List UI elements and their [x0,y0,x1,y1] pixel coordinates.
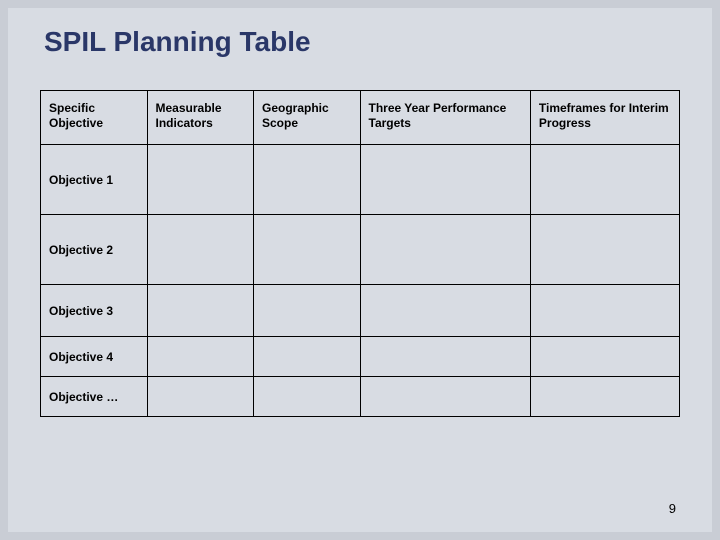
planning-table-container: Specific Objective Measurable Indicators… [40,90,680,417]
slide-title: SPIL Planning Table [44,26,311,58]
cell [360,285,530,337]
planning-table: Specific Objective Measurable Indicators… [40,90,680,417]
cell [360,215,530,285]
row-label: Objective 3 [41,285,148,337]
cell [530,145,679,215]
table-row: Objective 3 [41,285,680,337]
header-cell-3: Three Year Performance Targets [360,91,530,145]
cell [254,285,361,337]
cell [254,215,361,285]
cell [360,337,530,377]
cell [147,377,254,417]
row-label: Objective 1 [41,145,148,215]
table-row: Objective 2 [41,215,680,285]
cell [530,285,679,337]
cell [360,145,530,215]
cell [254,145,361,215]
cell [147,337,254,377]
cell [147,285,254,337]
slide: SPIL Planning Table Specific Objective M… [8,8,712,532]
row-label: Objective … [41,377,148,417]
table-body: Objective 1 Objective 2 Objective 3 [41,145,680,417]
page-number: 9 [669,501,676,516]
cell [254,337,361,377]
header-cell-4: Timeframes for Interim Progress [530,91,679,145]
header-row: Specific Objective Measurable Indicators… [41,91,680,145]
cell [147,215,254,285]
table-row: Objective 4 [41,337,680,377]
table-row: Objective 1 [41,145,680,215]
row-label: Objective 2 [41,215,148,285]
header-cell-0: Specific Objective [41,91,148,145]
cell [147,145,254,215]
table-row: Objective … [41,377,680,417]
cell [530,215,679,285]
row-label: Objective 4 [41,337,148,377]
table-head: Specific Objective Measurable Indicators… [41,91,680,145]
cell [360,377,530,417]
cell [530,377,679,417]
header-cell-1: Measurable Indicators [147,91,254,145]
cell [254,377,361,417]
cell [530,337,679,377]
header-cell-2: Geographic Scope [254,91,361,145]
